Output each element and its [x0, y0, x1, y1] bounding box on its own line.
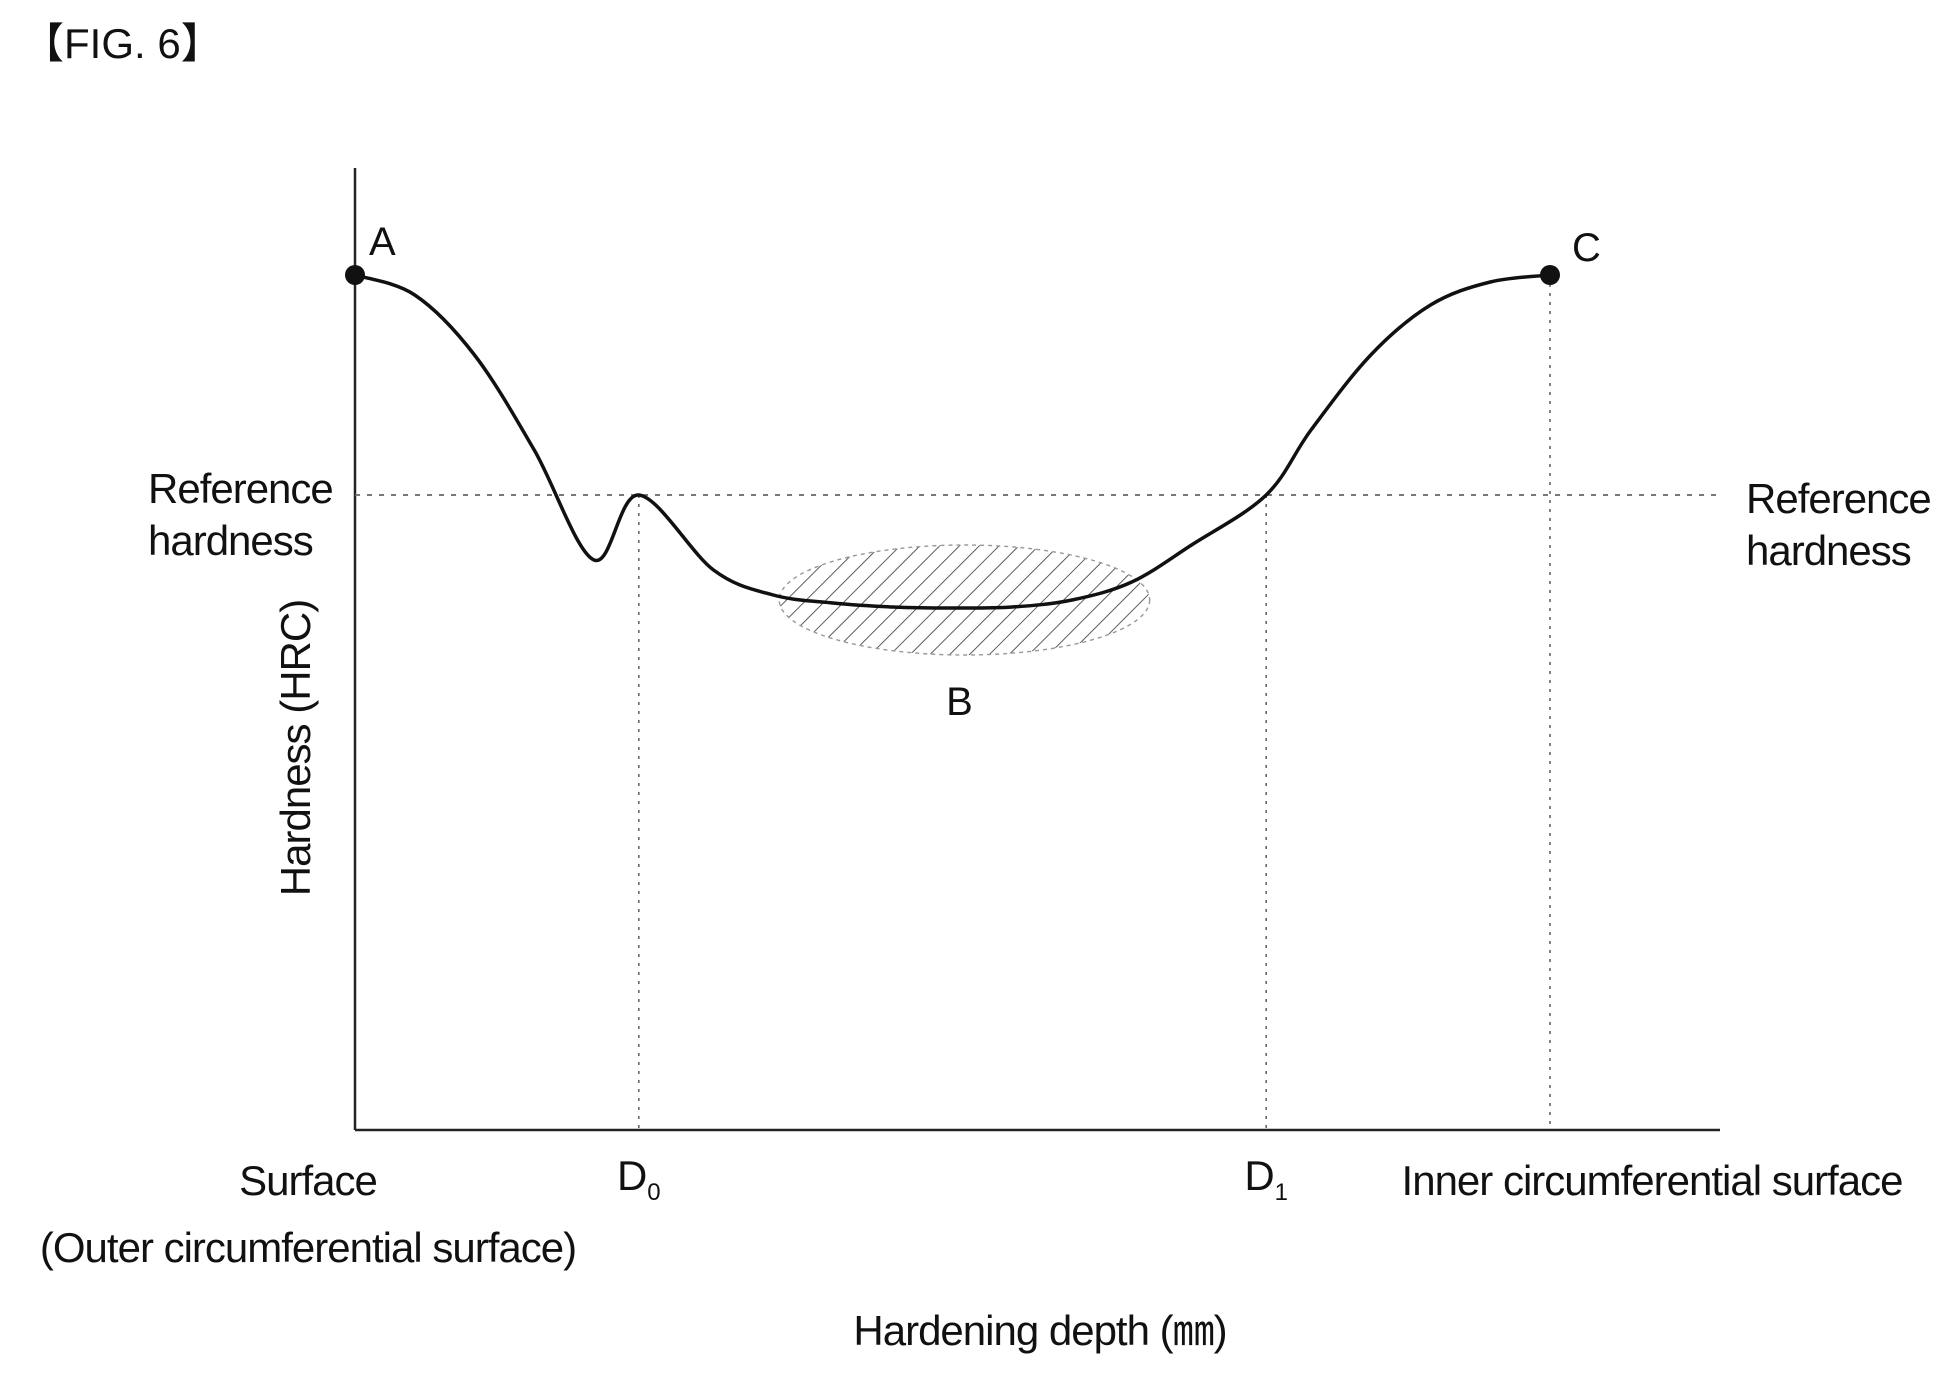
- x-start-label-line2: (Outer circumferential surface): [40, 1224, 576, 1271]
- x-start-label-line1: Surface: [239, 1157, 377, 1204]
- reference-label-left-line1: Reference: [148, 465, 333, 512]
- tick-label-d0: D0: [617, 1152, 661, 1206]
- reference-label-left-line2: hardness: [148, 517, 313, 564]
- y-axis-title: Hardness (HRC): [272, 600, 319, 896]
- reference-label-right-line1: Reference: [1746, 475, 1931, 522]
- region-b-label: B: [946, 680, 973, 724]
- tick-label-d1: D1: [1244, 1152, 1288, 1206]
- point-a-label: A: [369, 220, 396, 264]
- region-b-hatched: [778, 544, 1151, 656]
- reference-label-right-line2: hardness: [1746, 527, 1911, 574]
- x-axis-title: Hardening depth (㎜): [853, 1307, 1226, 1354]
- figure-label: 【FIG. 6】: [22, 20, 223, 67]
- hardness-curve: [354, 273, 1551, 610]
- x-end-label: Inner circumferential surface: [1402, 1157, 1903, 1204]
- point-c-label: C: [1572, 226, 1601, 270]
- point-c-marker: [1540, 265, 1560, 285]
- point-a-marker: [345, 265, 365, 285]
